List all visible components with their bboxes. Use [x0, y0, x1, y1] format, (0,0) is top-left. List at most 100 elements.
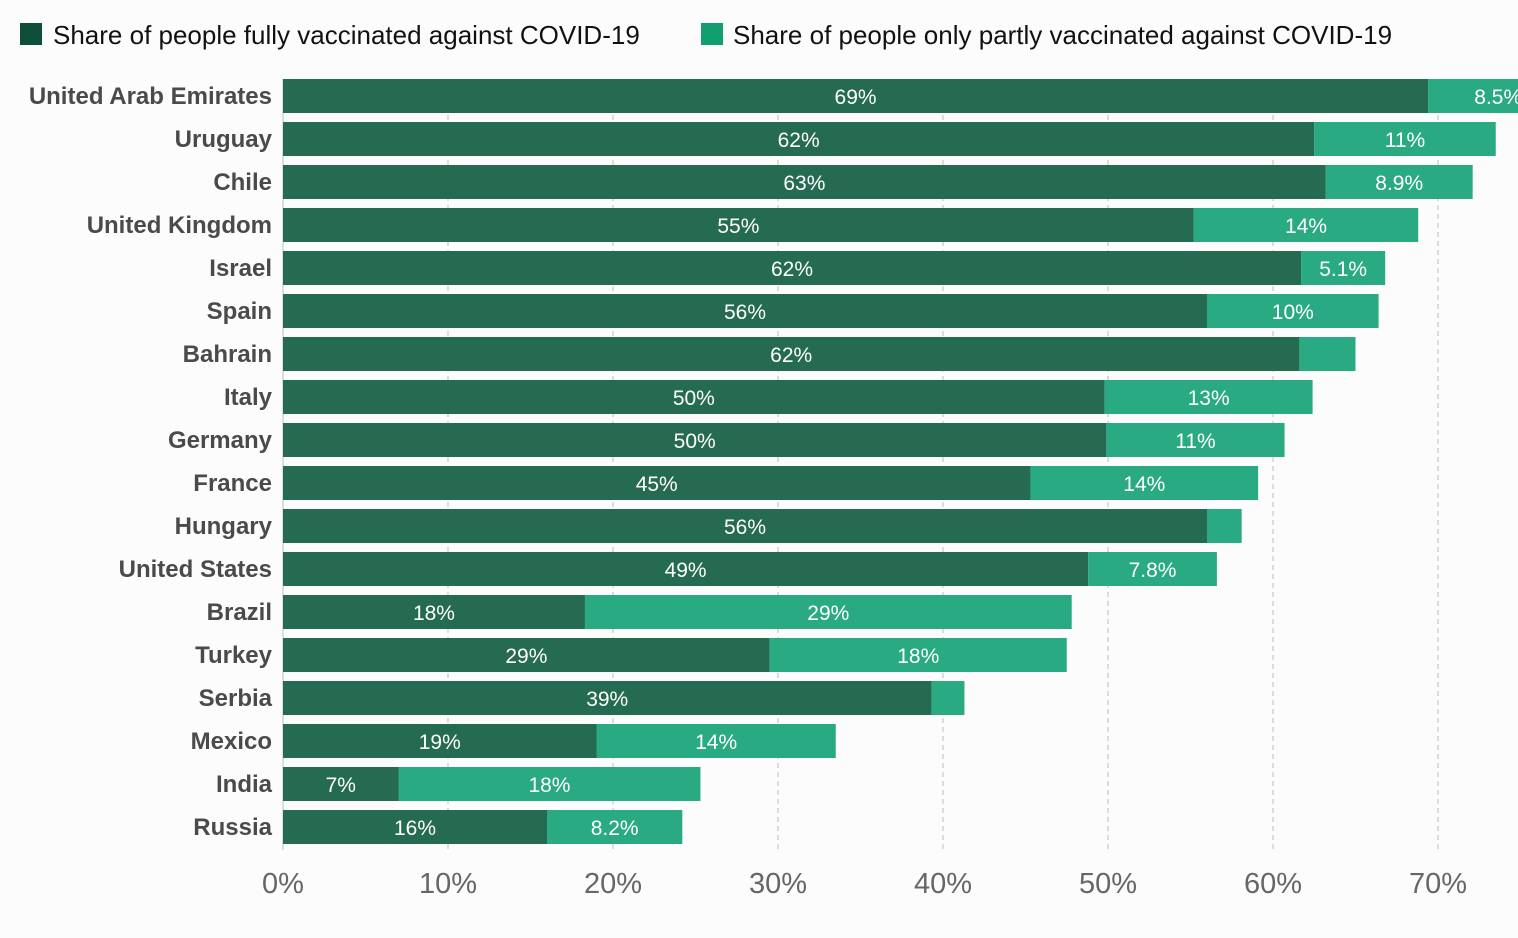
bar-partial — [1193, 208, 1419, 242]
category-label: United Arab Emirates — [29, 83, 272, 110]
gridlines — [282, 79, 1439, 850]
bar-full — [283, 466, 1031, 500]
bar-partial — [931, 681, 965, 715]
category-label: United Kingdom — [87, 212, 272, 239]
category-label: Germany — [168, 427, 273, 454]
data-label-partial: 5.1% — [1319, 258, 1367, 281]
data-label-full: 18% — [413, 602, 455, 625]
bar-full — [283, 165, 1326, 199]
bar-full — [283, 509, 1207, 543]
category-label: Brazil — [207, 599, 272, 626]
bar-partial — [1030, 466, 1259, 500]
bar-partial — [1325, 165, 1473, 199]
bar-full — [283, 681, 932, 715]
bar-partial — [1104, 380, 1313, 414]
data-label-full: 45% — [636, 473, 678, 496]
bar-full — [283, 810, 547, 844]
bar-partial — [769, 638, 1067, 672]
legend-swatch-partial — [701, 23, 723, 45]
category-label: Spain — [207, 298, 272, 325]
data-label-partial: 10% — [1272, 301, 1314, 324]
data-label-partial: 7.8% — [1129, 559, 1177, 582]
bar-full — [283, 595, 585, 629]
data-label-partial: 8.9% — [1375, 172, 1423, 195]
data-label-full: 62% — [770, 344, 812, 367]
bar-full — [283, 638, 770, 672]
x-tick-label: 0% — [262, 868, 304, 900]
data-label-partial: 14% — [695, 731, 737, 754]
data-label-partial: 8.5% — [1474, 86, 1518, 109]
category-label: Hungary — [175, 513, 273, 540]
bar-full — [283, 423, 1107, 457]
legend-label-full: Share of people fully vaccinated against… — [53, 20, 640, 50]
x-axis-ticks: 0% 10% 20% 30% 40% 50% 60% 70% — [262, 868, 1467, 900]
bar-partial — [1207, 294, 1379, 328]
data-label-full: 56% — [724, 516, 766, 539]
data-label-partial: 14% — [1123, 473, 1165, 496]
data-label-full: 62% — [771, 258, 813, 281]
bar-partial — [1106, 423, 1285, 457]
bar-partial — [1428, 79, 1518, 113]
bar-full — [283, 122, 1315, 156]
x-tick-label: 70% — [1409, 868, 1467, 900]
x-tick-label: 10% — [419, 868, 477, 900]
bar-full — [283, 380, 1105, 414]
category-label: United States — [119, 556, 272, 583]
data-label-full: 63% — [783, 172, 825, 195]
bar-full — [283, 251, 1302, 285]
category-label: Russia — [193, 814, 272, 841]
bar-partial — [1207, 509, 1242, 543]
category-label: Bahrain — [183, 341, 272, 368]
category-label: Chile — [213, 169, 272, 196]
category-label: Serbia — [199, 685, 273, 712]
bar-full — [283, 552, 1089, 586]
bar-full — [283, 208, 1194, 242]
data-label-full: 39% — [586, 688, 628, 711]
data-label-full: 29% — [505, 645, 547, 668]
bar-full — [283, 767, 399, 801]
bar-partial — [1301, 251, 1386, 285]
bars: United Arab Emirates 69% 8.5% Uruguay 62% 11%… — [29, 79, 1518, 844]
data-label-full: 7% — [326, 774, 356, 797]
data-label-full: 50% — [673, 387, 715, 410]
data-label-partial: 18% — [897, 645, 939, 668]
data-label-full: 56% — [724, 301, 766, 324]
data-label-partial: 11% — [1175, 430, 1215, 453]
data-label-full: 69% — [835, 86, 877, 109]
legend-label-partial: Share of people only partly vaccinated a… — [733, 20, 1392, 50]
bar-partial — [584, 595, 1072, 629]
data-label-partial: 14% — [1285, 215, 1327, 238]
category-label: India — [216, 771, 273, 798]
bar-partial — [398, 767, 701, 801]
bar-partial — [1299, 337, 1356, 371]
bar-partial — [547, 810, 683, 844]
legend: Share of people fully vaccinated against… — [20, 20, 1392, 50]
bar-full — [283, 294, 1207, 328]
x-tick-label: 30% — [749, 868, 807, 900]
data-label-partial: 18% — [528, 774, 570, 797]
category-label: Turkey — [195, 642, 273, 669]
bar-partial — [1314, 122, 1496, 156]
category-label: Mexico — [191, 728, 272, 755]
data-label-full: 16% — [394, 817, 436, 840]
data-label-partial: 13% — [1188, 387, 1230, 410]
data-label-full: 55% — [717, 215, 759, 238]
data-label-partial: 8.2% — [591, 817, 639, 840]
bar-full — [283, 79, 1429, 113]
data-label-full: 19% — [419, 731, 461, 754]
bar-partial — [596, 724, 836, 758]
category-label: Italy — [224, 384, 273, 411]
data-label-full: 62% — [778, 129, 820, 152]
category-label: Uruguay — [175, 126, 273, 153]
category-label: Israel — [209, 255, 272, 282]
bar-full — [283, 337, 1300, 371]
x-tick-label: 60% — [1244, 868, 1302, 900]
data-label-full: 49% — [665, 559, 707, 582]
bar-full — [283, 724, 597, 758]
data-label-full: 50% — [674, 430, 716, 453]
x-tick-label: 40% — [914, 868, 972, 900]
x-tick-label: 20% — [584, 868, 642, 900]
category-label: France — [193, 470, 272, 497]
data-label-partial: 11% — [1385, 129, 1425, 152]
